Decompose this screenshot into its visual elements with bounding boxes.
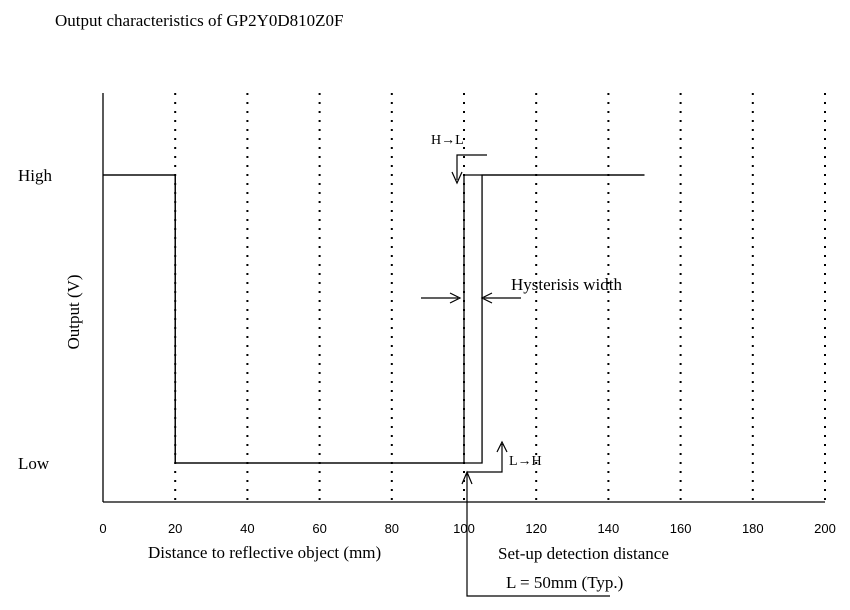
- x-tick-label-200: 200: [814, 521, 836, 536]
- chart-title: Output characteristics of GP2Y0D810Z0F: [55, 11, 343, 30]
- hysteresis-right-arrowhead: [480, 292, 493, 304]
- series-line-1: [103, 174, 645, 464]
- x-tick-label-60: 60: [312, 521, 326, 536]
- setup-arrow: [461, 470, 610, 597]
- y-level-label-high: High: [18, 166, 53, 185]
- x-tick-label-140: 140: [598, 521, 620, 536]
- setup-label-line2: L = 50mm (Typ.): [506, 573, 623, 592]
- setup-label-line1: Set-up detection distance: [498, 544, 669, 563]
- hysteresis-label: Hysterisis width: [511, 275, 622, 294]
- x-tick-label-180: 180: [742, 521, 764, 536]
- hysteresis-left-arrowhead: [449, 292, 462, 304]
- h-to-l-label: H→L: [431, 133, 464, 148]
- y-level-labels: High Low: [18, 166, 53, 473]
- h-to-l-arrow: [451, 154, 487, 185]
- l-to-h-arrow: [467, 440, 508, 473]
- x-tick-label-100: 100: [453, 521, 475, 536]
- x-tick-label-80: 80: [385, 521, 399, 536]
- x-tick-label-40: 40: [240, 521, 254, 536]
- x-tick-label-160: 160: [670, 521, 692, 536]
- y-level-label-low: Low: [18, 454, 50, 473]
- output-series: [103, 174, 645, 464]
- l-to-h-label: L→H: [509, 454, 542, 469]
- x-tick-label-120: 120: [525, 521, 547, 536]
- y-axis-label: Output (V): [64, 274, 83, 349]
- x-tick-label-20: 20: [168, 521, 182, 536]
- x-axis-label: Distance to reflective object (mm): [148, 543, 381, 562]
- x-tick-labels: 0 20 40 60 80 100 120 140 160 180 200: [99, 521, 835, 536]
- x-tick-label-0: 0: [99, 521, 106, 536]
- series-line-0: [103, 174, 645, 464]
